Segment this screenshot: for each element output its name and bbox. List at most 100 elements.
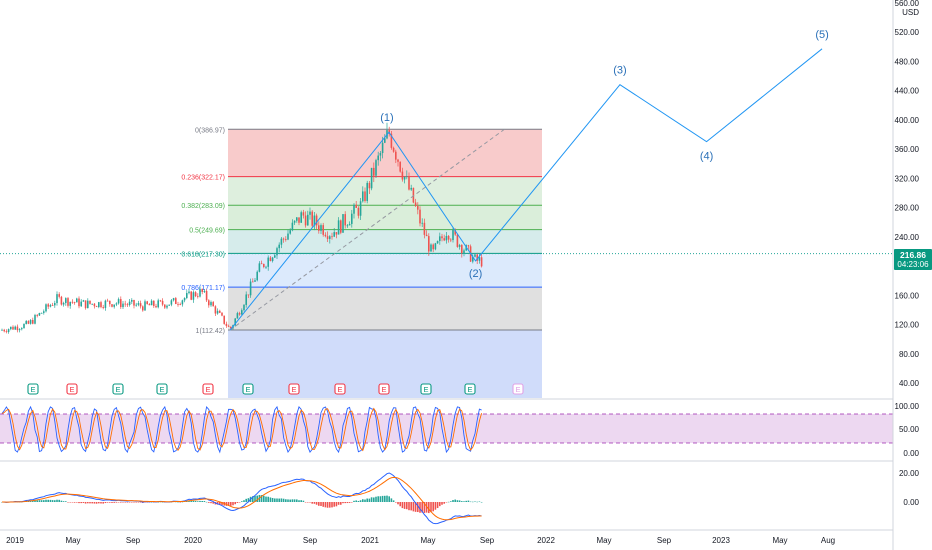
macd-bar <box>190 501 192 502</box>
fibonacci-retracement[interactable]: 0(386.97) 0.236(322.17) 0.382(283.09) 0.5(2… <box>181 127 542 398</box>
wave-label[interactable]: (3) <box>613 65 626 77</box>
candle-body <box>337 220 340 235</box>
time-tick-label: 2021 <box>361 536 379 545</box>
macd-bar <box>106 502 109 503</box>
macd-bar <box>403 502 406 509</box>
candle-body <box>450 239 452 241</box>
macd-bar <box>421 502 423 513</box>
macd-bar <box>128 502 131 503</box>
fib-level-label: 1(112.42) <box>196 328 225 335</box>
macd-bar <box>375 496 377 502</box>
candle-body <box>390 133 393 148</box>
earnings-marker-letter: E <box>245 385 250 394</box>
candle-body <box>93 303 96 307</box>
candle-body <box>302 212 305 216</box>
candle-body <box>472 256 474 262</box>
macd-bar <box>38 500 41 502</box>
earnings-marker-letter: E <box>337 385 342 394</box>
macd-bar <box>219 502 221 505</box>
earnings-marker[interactable]: E <box>27 383 39 395</box>
price-tick-label: 160.00 <box>895 291 920 300</box>
elliott-wave[interactable]: (1) (2) (3) (4) (5) <box>229 29 829 331</box>
candle-body <box>60 296 63 305</box>
candle-body <box>10 326 12 330</box>
candle-body <box>111 304 113 307</box>
macd-bar <box>238 502 241 503</box>
fib-zone <box>228 287 542 331</box>
candle-body <box>313 215 316 226</box>
time-axis[interactable]: 2019 May Sep 2020 May Sep 2021 May Sep 2022 May Sep… <box>6 536 835 545</box>
candle-body <box>243 304 245 311</box>
macd-bar <box>313 502 316 504</box>
earnings-marker[interactable]: E <box>156 383 168 395</box>
candle-body <box>456 234 459 247</box>
candle-body <box>430 244 432 252</box>
earnings-marker[interactable]: E <box>512 383 524 395</box>
macd-bar <box>386 495 388 502</box>
earnings-marker[interactable]: E <box>202 383 214 395</box>
candle-body <box>331 236 333 238</box>
earnings-marker-letter: E <box>381 385 386 394</box>
fib-level-label: 0(386.97) <box>195 127 225 134</box>
earnings-marker-letter: E <box>423 385 428 394</box>
macd-bar <box>410 502 412 511</box>
macd-bar <box>443 502 445 504</box>
candle-body <box>161 300 164 305</box>
candle-body <box>307 214 309 226</box>
macd-bar <box>80 502 82 504</box>
macd-bar <box>458 500 461 502</box>
earnings-marker[interactable]: E <box>334 383 346 395</box>
earnings-marker[interactable]: E <box>288 383 300 395</box>
wave-label[interactable]: (4) <box>700 151 713 163</box>
time-tick-label: Sep <box>480 536 495 545</box>
macd-bar <box>205 501 208 503</box>
candle-body <box>342 214 344 233</box>
macd-bar <box>271 497 274 502</box>
earnings-marker[interactable]: E <box>242 383 254 395</box>
candle-body <box>285 239 287 240</box>
candle-body <box>434 243 437 250</box>
macd-pane[interactable] <box>1 472 483 525</box>
macd-bar <box>87 502 89 504</box>
macd-bar <box>124 502 126 503</box>
macd-bar <box>269 497 272 502</box>
price-tick-label: 480.00 <box>895 57 920 66</box>
stoch-tick-label: 100.00 <box>895 402 920 411</box>
elliott-wave-line[interactable] <box>229 48 823 331</box>
price-tick-label: 40.00 <box>899 379 920 388</box>
candle-body <box>271 257 274 262</box>
price-axis[interactable]: 560.00 USD 520.00 480.00 440.00 400.00 360.0… <box>892 0 932 550</box>
macd-bar <box>58 499 60 502</box>
main-pane[interactable]: 0(386.97) 0.236(322.17) 0.382(283.09) 0.5(2… <box>0 0 893 398</box>
candle-body <box>179 304 181 305</box>
earnings-marker[interactable]: E <box>378 383 390 395</box>
earnings-marker[interactable]: E <box>112 383 124 395</box>
wave-label[interactable]: (5) <box>815 29 828 41</box>
macd-bar <box>379 496 382 502</box>
candle-body <box>399 161 401 172</box>
candle-body <box>392 147 395 152</box>
candle-body <box>124 303 126 305</box>
earnings-marker[interactable]: E <box>420 383 432 395</box>
candle-body <box>410 187 412 190</box>
macd-bar <box>463 501 465 502</box>
candle-body <box>3 329 5 332</box>
stoch-tick-label: 50.00 <box>899 425 920 434</box>
candle-body <box>293 220 296 223</box>
candle-body <box>397 159 399 162</box>
earnings-marker[interactable]: E <box>66 383 78 395</box>
wave-label[interactable]: (1) <box>380 112 393 124</box>
stoch-pane[interactable] <box>0 405 893 454</box>
fib-trend-line[interactable] <box>229 128 505 331</box>
candle-body <box>309 211 311 215</box>
wave-label[interactable]: (2) <box>469 268 482 280</box>
macd-bar <box>98 502 100 504</box>
earnings-marker[interactable]: E <box>464 383 476 395</box>
candle-body <box>236 313 239 319</box>
macd-bar <box>467 500 470 502</box>
candle-body <box>333 232 335 237</box>
candle-body <box>135 304 137 306</box>
candle-body <box>133 299 135 306</box>
